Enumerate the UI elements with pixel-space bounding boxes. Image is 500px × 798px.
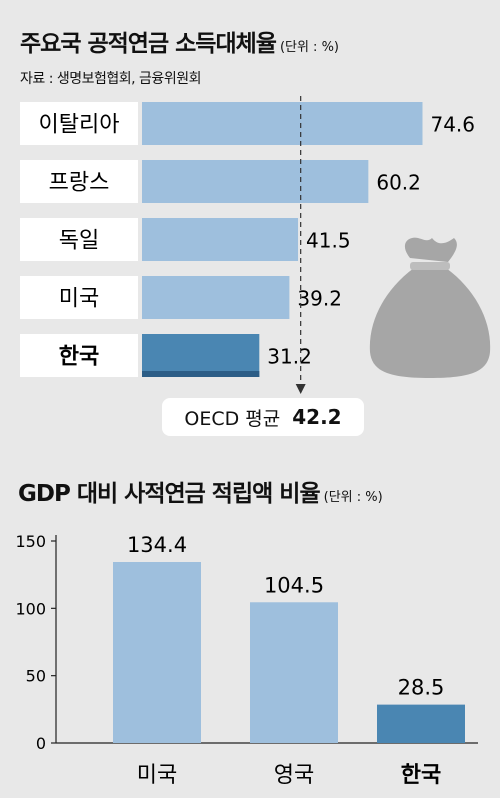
chart2-unit: (단위 : %): [323, 490, 383, 505]
bar-category-label: 미국: [59, 287, 99, 312]
oecd-average-label: OECD 평균: [184, 407, 281, 430]
chart1-unit: (단위 : %): [279, 40, 339, 55]
row-label-box: [20, 276, 138, 319]
bar-category-label: 이탈리아: [39, 113, 120, 138]
bar-value-label: 41.5: [306, 229, 351, 253]
bar: [142, 218, 299, 261]
y-tick-label: 50: [26, 667, 46, 686]
oecd-average-arrow: [295, 384, 306, 394]
bar-value-label: 31.2: [267, 345, 312, 369]
bar-category-label: 한국: [59, 345, 99, 370]
chart1-source: 자료 : 생명보험협회, 금융위원회: [20, 71, 201, 87]
bar-value-label: 28.5: [398, 676, 445, 700]
oecd-average-value: 42.2: [292, 405, 342, 429]
bar-category-label: 프랑스: [49, 171, 110, 196]
bar: [377, 704, 465, 743]
money-bag-icon: [369, 237, 491, 378]
bar: [250, 602, 338, 743]
bar-value-label: 104.5: [264, 573, 324, 597]
bar: [142, 334, 260, 377]
bar-category-label: 독일: [59, 229, 99, 254]
bar: [142, 102, 423, 145]
bar-value-label: 39.2: [297, 287, 342, 311]
bar-value-label: 74.6: [430, 113, 475, 137]
bar: [142, 160, 369, 203]
chart1-title: 주요국 공적연금 소득대체율 (단위 : %): [20, 31, 339, 57]
bar: [113, 562, 201, 743]
chart2-title: GDP 대비 사적연금 적립액 비율 (단위 : %): [18, 481, 383, 507]
row-label-box: [20, 160, 138, 203]
bar-value-label: 60.2: [376, 171, 421, 195]
x-tick-label: 한국: [401, 763, 441, 788]
row-label-box: [20, 102, 138, 145]
oecd-average-box: OECD 평균 42.2: [162, 398, 364, 436]
bar-value-label: 134.4: [127, 533, 187, 557]
x-tick-label: 미국: [137, 763, 177, 788]
row-label-box: [20, 218, 138, 261]
row-label-box: [20, 334, 138, 377]
y-tick-label: 100: [15, 599, 46, 618]
y-tick-label: 150: [15, 532, 46, 551]
bar-shadow: [142, 371, 260, 377]
bar: [142, 276, 290, 319]
y-tick-label: 0: [36, 734, 46, 753]
chart1-svg: 이탈리아 74.6 프랑스 60.2 독일 41.5 미국 39.2 한국 31.2: [20, 96, 491, 394]
x-tick-label: 영국: [274, 763, 314, 788]
